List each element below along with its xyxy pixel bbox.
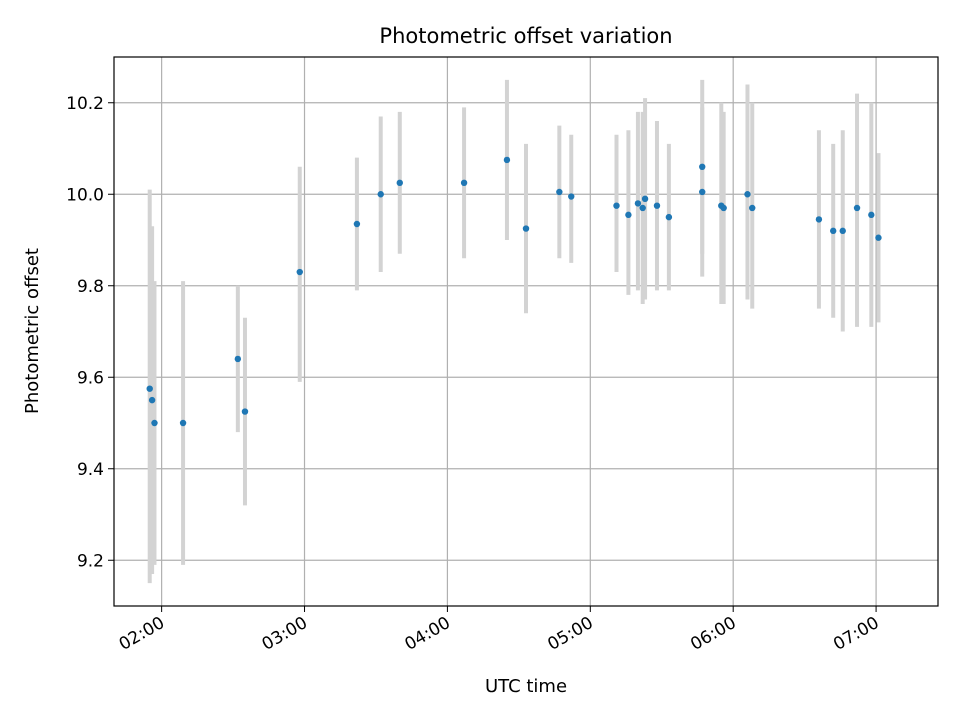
data-point xyxy=(241,408,249,415)
data-point xyxy=(503,156,511,164)
data-point xyxy=(699,188,706,196)
y-tick-label: 9.4 xyxy=(77,460,104,480)
data-point xyxy=(146,385,153,392)
y-tick-label: 9.6 xyxy=(77,368,104,388)
data-point xyxy=(641,195,649,203)
axis-ticks: 02:00 03:00 04:00 05:00 06:00 07:009.29.49.69… xyxy=(66,94,882,655)
data-point xyxy=(749,204,756,212)
data-point xyxy=(868,211,875,219)
data-point xyxy=(625,211,632,219)
data-point xyxy=(148,396,156,404)
y-tick-label: 9.2 xyxy=(77,551,104,571)
data-point xyxy=(699,163,706,170)
data-point xyxy=(296,268,303,276)
y-axis-label: Photometric offset xyxy=(22,248,43,414)
y-tick-label: 10.0 xyxy=(66,185,104,205)
data-point xyxy=(179,419,187,427)
data-point xyxy=(875,234,882,241)
x-axis-label: UTC time xyxy=(485,676,567,697)
data-point xyxy=(353,220,361,228)
data-point xyxy=(653,202,661,209)
data-point xyxy=(815,216,823,223)
data-point xyxy=(853,204,861,212)
data-point xyxy=(720,204,727,212)
data-point xyxy=(396,179,403,187)
data-point xyxy=(377,191,384,198)
y-tick-label: 9.8 xyxy=(77,277,104,297)
data-point xyxy=(744,191,751,198)
plot-area-frame xyxy=(113,56,939,607)
data-point xyxy=(665,213,673,221)
data-point xyxy=(151,419,158,427)
data-point xyxy=(460,179,468,187)
data-point xyxy=(839,227,846,235)
grid xyxy=(114,57,938,606)
y-tick-label: 10.2 xyxy=(66,94,104,114)
data-point xyxy=(634,200,642,207)
data-point xyxy=(568,193,575,200)
data-point xyxy=(522,225,530,232)
data-point xyxy=(830,227,837,235)
data-point xyxy=(639,204,646,212)
data-point xyxy=(556,188,563,196)
chart-title: Photometric offset variation xyxy=(379,24,672,48)
data-point xyxy=(234,355,242,363)
data-point xyxy=(613,202,620,209)
data-points xyxy=(146,156,882,427)
